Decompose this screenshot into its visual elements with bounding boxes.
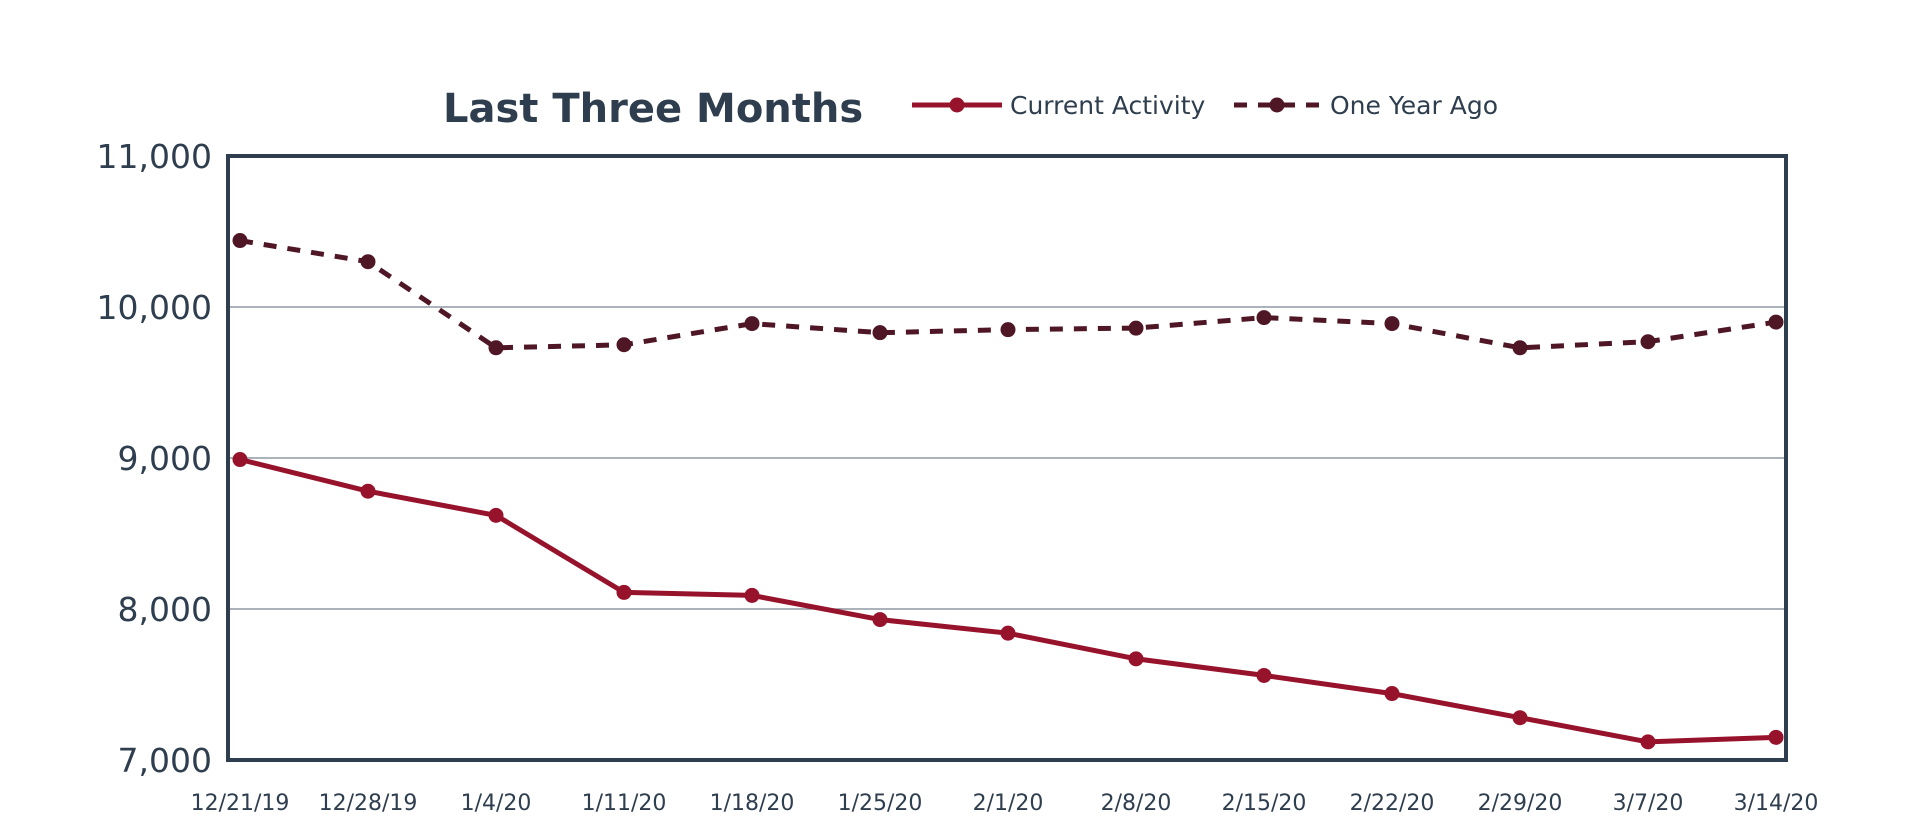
data-point-one-year-ago [232, 233, 248, 249]
y-tick-label: 10,000 [97, 288, 212, 327]
x-tick-label: 1/11/20 [582, 791, 667, 816]
data-point-one-year-ago [1384, 316, 1400, 332]
data-point-current-activity [1256, 667, 1272, 683]
x-tick-label: 1/4/20 [461, 791, 532, 816]
y-tick-label: 9,000 [118, 439, 212, 478]
data-point-current-activity [360, 483, 376, 499]
gridlines [228, 306, 1786, 610]
legend-label-one-year-ago: One Year Ago [1330, 91, 1498, 120]
y-tick-label: 7,000 [118, 741, 212, 780]
data-point-one-year-ago [1512, 340, 1528, 356]
data-point-one-year-ago [1768, 314, 1784, 330]
x-tick-label: 2/8/20 [1101, 791, 1172, 816]
legend: Current Activity One Year Ago [912, 91, 1498, 120]
x-tick-label: 2/22/20 [1350, 791, 1435, 816]
data-point-current-activity [1512, 710, 1528, 726]
x-axis-ticks: 12/21/19 12/28/19 1/4/20 1/11/20 1/18/20 1/25… [191, 791, 1819, 816]
series-lines [239, 238, 1777, 745]
chart-title: Last Three Months [443, 86, 863, 132]
data-point-current-activity [872, 612, 888, 628]
data-point-current-activity [1128, 651, 1144, 667]
data-point-one-year-ago [872, 325, 888, 341]
y-axis-ticks: 7,000 8,000 9,000 10,000 11,000 [97, 137, 212, 780]
legend-item-one-year-ago: One Year Ago [1234, 91, 1498, 120]
data-point-current-activity [744, 587, 760, 603]
data-point-current-activity [1384, 686, 1400, 702]
data-point-current-activity [488, 507, 504, 523]
x-tick-label: 2/29/20 [1478, 791, 1563, 816]
legend-label-current-activity: Current Activity [1010, 91, 1206, 120]
data-point-one-year-ago [1640, 334, 1656, 350]
series-line-current-activity [239, 457, 1777, 745]
legend-marker-one-year-ago [1269, 97, 1285, 113]
x-tick-label: 3/14/20 [1734, 791, 1819, 816]
data-point-current-activity [1640, 734, 1656, 750]
data-point-current-activity [1768, 729, 1784, 745]
x-tick-label: 2/1/20 [973, 791, 1044, 816]
data-point-current-activity [232, 452, 248, 468]
x-tick-label: 1/18/20 [710, 791, 795, 816]
data-point-one-year-ago [744, 316, 760, 332]
x-tick-label: 12/28/19 [319, 791, 418, 816]
data-point-one-year-ago [360, 254, 376, 270]
data-point-one-year-ago [1128, 320, 1144, 336]
data-point-current-activity [616, 584, 632, 600]
series-points [232, 233, 1784, 750]
data-point-one-year-ago [488, 340, 504, 356]
data-point-one-year-ago [1000, 322, 1016, 338]
x-tick-label: 1/25/20 [838, 791, 923, 816]
y-tick-label: 11,000 [97, 137, 212, 176]
y-tick-label: 8,000 [118, 590, 212, 629]
data-point-one-year-ago [1256, 310, 1272, 326]
x-tick-label: 3/7/20 [1613, 791, 1684, 816]
legend-marker-current-activity [949, 97, 965, 113]
data-point-current-activity [1000, 625, 1016, 641]
plot-frame [226, 154, 1788, 762]
legend-item-current-activity: Current Activity [912, 91, 1206, 120]
data-point-one-year-ago [616, 337, 632, 353]
x-tick-label: 12/21/19 [191, 791, 290, 816]
x-tick-label: 2/15/20 [1222, 791, 1307, 816]
